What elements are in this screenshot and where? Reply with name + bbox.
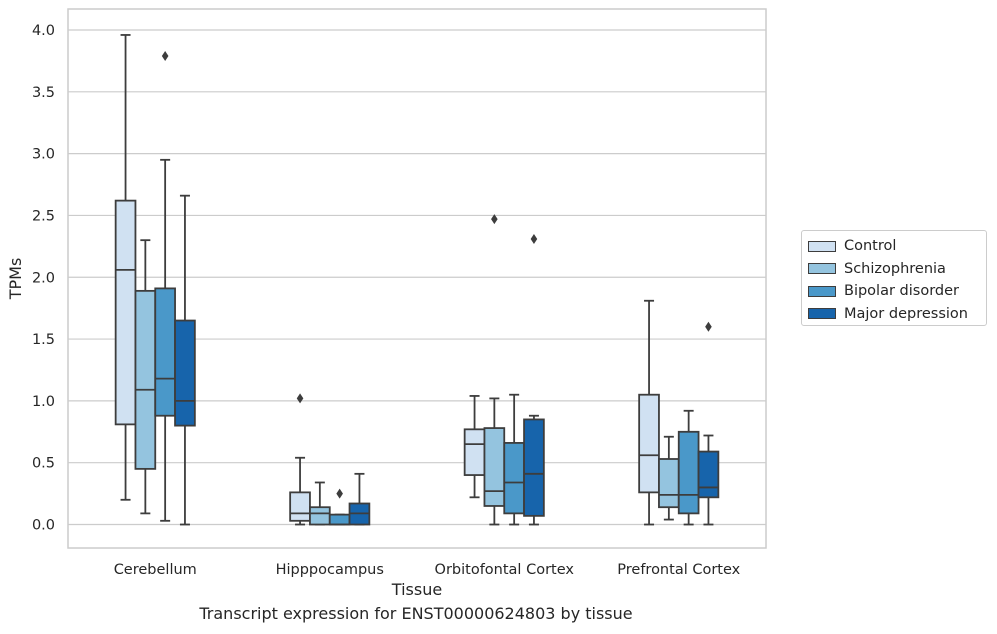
box-body — [154, 287, 176, 417]
legend-label-major-depression: Major depression — [844, 305, 968, 322]
y-tick-label: 1.0 — [32, 394, 55, 410]
legend-item-control: Control — [808, 235, 986, 258]
legend-swatch-schizophrenia — [808, 263, 836, 275]
outlier-point — [336, 488, 343, 499]
legend-label-schizophrenia: Schizophrenia — [844, 260, 946, 277]
x-tick-label-cerebellum: Cerebellum — [114, 562, 197, 578]
outlier-point — [530, 233, 538, 244]
box-bipolar-disorder-hipppocampus — [328, 488, 351, 526]
x-tick-label-prefrontal-cortex: Prefrontal Cortex — [617, 562, 740, 578]
legend-label-control: Control — [844, 238, 897, 255]
y-tick-label: 0.5 — [32, 456, 55, 472]
box-body — [174, 319, 196, 427]
x-tick-label-hipppocampus: Hipppocampus — [276, 562, 384, 578]
box-body — [638, 393, 660, 494]
tick-layer: 0.0 0.5 1.0 1.5 2.0 2.5 3.0 3.5 4.0 Cerebellum Hip… — [32, 23, 741, 578]
y-axis-label: TPMs — [6, 258, 25, 301]
plot-frame — [67, 8, 767, 549]
box-body — [523, 418, 545, 517]
box-major-depression-hipppocampus — [348, 472, 371, 526]
box-control-cerebellum — [114, 34, 137, 501]
box-body — [114, 199, 137, 426]
box-body — [658, 458, 680, 509]
legend-item-major-depression: Major depression — [808, 303, 986, 326]
x-tick-label-orbitofontal-cortex: Orbitofontal Cortex — [435, 562, 575, 578]
box-bipolar-disorder-cerebellum — [154, 50, 176, 522]
outlier-point — [296, 393, 304, 404]
y-tick-label: 3.0 — [32, 147, 55, 163]
box-schizophrenia-prefrontal-cortex — [658, 435, 680, 521]
box-body — [677, 430, 700, 515]
y-tick-label: 4.0 — [32, 23, 55, 39]
box-body — [463, 428, 486, 476]
y-tick-label: 2.0 — [32, 270, 55, 286]
box-schizophrenia-orbitofontal-cortex — [483, 214, 506, 526]
outlier-point — [491, 214, 498, 225]
box-major-depression-cerebellum — [174, 194, 196, 526]
legend-swatch-major-depression — [808, 308, 836, 320]
legend-item-schizophrenia: Schizophrenia — [808, 258, 986, 281]
box-body — [289, 491, 311, 522]
legend-swatch-control — [808, 240, 836, 252]
box-body — [328, 513, 351, 526]
box-schizophrenia-hipppocampus — [309, 481, 331, 526]
legend-swatch-bipolar-disorder — [808, 285, 836, 297]
y-tick-label: 0.0 — [32, 518, 55, 534]
y-tick-label: 1.5 — [32, 332, 55, 348]
chart-caption: Transcript expression for ENST0000062480… — [199, 604, 633, 623]
box-layer — [114, 34, 720, 526]
grid-layer — [68, 29, 766, 526]
box-schizophrenia-cerebellum — [134, 239, 157, 515]
box-control-prefrontal-cortex — [638, 299, 660, 526]
legend-item-bipolar-disorder: Bipolar disorder — [808, 280, 986, 303]
y-tick-label: 3.5 — [32, 85, 55, 101]
outlier-point — [705, 321, 712, 332]
box-bipolar-disorder-prefrontal-cortex — [677, 409, 700, 526]
y-tick-label: 2.5 — [32, 208, 55, 224]
box-control-orbitofontal-cortex — [463, 395, 486, 499]
box-body — [134, 289, 157, 470]
box-control-hipppocampus — [289, 393, 311, 526]
box-major-depression-orbitofontal-cortex — [523, 233, 545, 526]
box-bipolar-disorder-orbitofontal-cortex — [503, 393, 525, 526]
box-body — [503, 442, 525, 515]
outlier-point — [161, 50, 169, 61]
box-major-depression-prefrontal-cortex — [697, 321, 720, 526]
legend-label-bipolar-disorder: Bipolar disorder — [844, 283, 959, 300]
x-axis-label: Tissue — [391, 580, 442, 599]
box-body — [483, 427, 506, 507]
box-body — [309, 506, 331, 526]
legend: Control Schizophrenia Bipolar disorder M… — [801, 230, 987, 326]
box-body — [697, 450, 720, 499]
